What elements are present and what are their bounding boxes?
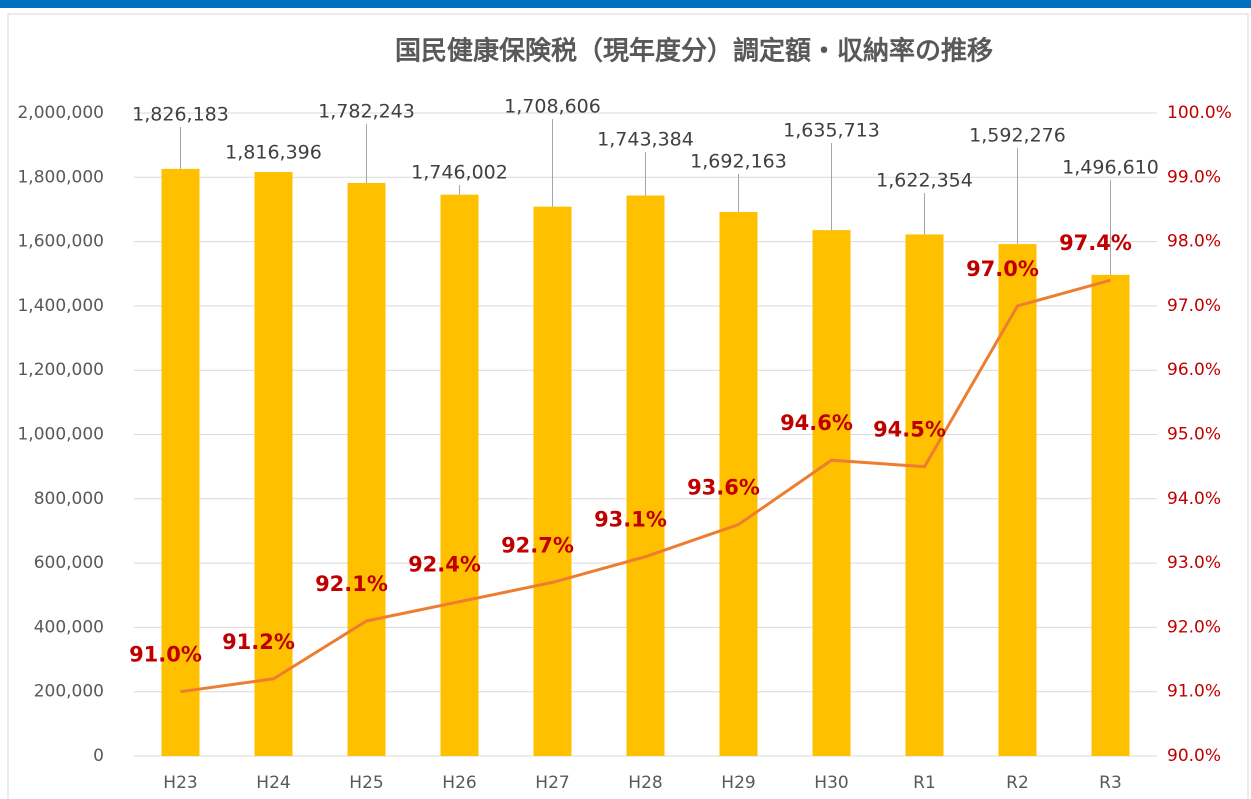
y-tick-label: 400,000 bbox=[34, 617, 104, 637]
line-value-label: 91.2% bbox=[222, 630, 295, 654]
y-tick-label: 2,000,000 bbox=[17, 103, 104, 123]
bar bbox=[440, 194, 479, 757]
y2-tick-label: 96.0% bbox=[1167, 360, 1221, 380]
line-value-label: 97.4% bbox=[1059, 231, 1132, 255]
x-tick-label: R3 bbox=[1099, 773, 1122, 793]
bar bbox=[905, 234, 944, 756]
x-tick-label: H29 bbox=[721, 773, 755, 793]
bar bbox=[161, 168, 200, 756]
line bbox=[180, 278, 1111, 694]
bar-value-label: 1,743,384 bbox=[597, 129, 694, 151]
bar-value-label: 1,816,396 bbox=[225, 142, 322, 164]
bar-value-label: 1,826,183 bbox=[132, 104, 229, 126]
y2-tick-label: 91.0% bbox=[1167, 682, 1221, 702]
x-tick-label: H27 bbox=[535, 773, 569, 793]
bar-value-label: 1,592,276 bbox=[969, 125, 1066, 147]
line-value-label: 92.4% bbox=[408, 553, 481, 577]
bar bbox=[719, 211, 758, 756]
bar-value-label: 1,746,002 bbox=[411, 162, 508, 184]
x-tick-label: H30 bbox=[814, 773, 848, 793]
x-tick-label: R1 bbox=[913, 773, 936, 793]
y2-tick-label: 93.0% bbox=[1167, 553, 1221, 573]
bar-value-label: 1,692,163 bbox=[690, 151, 787, 173]
chart-title: 国民健康保険税（現年度分）調定額・収納率の推移 bbox=[395, 36, 993, 67]
bar bbox=[254, 172, 293, 756]
x-tick-label: H25 bbox=[349, 773, 383, 793]
top-band bbox=[0, 0, 1251, 8]
y2-tick-label: 98.0% bbox=[1167, 232, 1221, 252]
x-tick-label: H23 bbox=[163, 773, 197, 793]
y-tick-label: 600,000 bbox=[34, 553, 104, 573]
line-value-label: 92.1% bbox=[315, 572, 388, 596]
bar-value-label: 1,622,354 bbox=[876, 170, 973, 192]
line-value-label: 92.7% bbox=[501, 533, 574, 557]
bar bbox=[533, 206, 572, 756]
bar bbox=[812, 230, 851, 756]
y-tick-label: 1,200,000 bbox=[17, 360, 104, 380]
y2-tick-label: 99.0% bbox=[1167, 167, 1221, 187]
y-tick-label: 1,400,000 bbox=[17, 296, 104, 316]
y-tick-label: 200,000 bbox=[34, 682, 104, 702]
line-value-label: 94.5% bbox=[873, 418, 946, 442]
y2-tick-label: 94.0% bbox=[1167, 489, 1221, 509]
y2-tick-label: 92.0% bbox=[1167, 617, 1221, 637]
bar-value-label: 1,708,606 bbox=[504, 96, 601, 118]
line-value-label: 94.6% bbox=[780, 411, 853, 435]
bar bbox=[347, 183, 386, 756]
y-tick-label: 1,600,000 bbox=[17, 232, 104, 252]
x-tick-label: H26 bbox=[442, 773, 476, 793]
x-tick-label: H28 bbox=[628, 773, 662, 793]
line-value-label: 93.6% bbox=[687, 476, 760, 500]
bar-value-label: 1,782,243 bbox=[318, 101, 415, 123]
y-tick-label: 0 bbox=[93, 746, 104, 766]
line-value-label: 91.0% bbox=[129, 643, 202, 667]
y2-tick-label: 90.0% bbox=[1167, 746, 1221, 766]
y-tick-label: 800,000 bbox=[34, 489, 104, 509]
line-value-label: 93.1% bbox=[594, 508, 667, 532]
y2-tick-label: 97.0% bbox=[1167, 296, 1221, 316]
bar-value-label: 1,496,610 bbox=[1062, 157, 1159, 179]
chart-border bbox=[7, 13, 1249, 799]
y-tick-label: 1,000,000 bbox=[17, 425, 104, 445]
bar bbox=[998, 244, 1037, 757]
line-value-label: 97.0% bbox=[966, 257, 1039, 281]
bar-value-label: 1,635,713 bbox=[783, 120, 880, 142]
y2-tick-label: 95.0% bbox=[1167, 425, 1221, 445]
bar bbox=[1091, 274, 1130, 756]
bar bbox=[626, 195, 665, 756]
y-tick-label: 1,800,000 bbox=[17, 167, 104, 187]
x-tick-label: H24 bbox=[256, 773, 290, 793]
x-tick-label: R2 bbox=[1006, 773, 1029, 793]
y2-tick-label: 100.0% bbox=[1167, 103, 1232, 123]
